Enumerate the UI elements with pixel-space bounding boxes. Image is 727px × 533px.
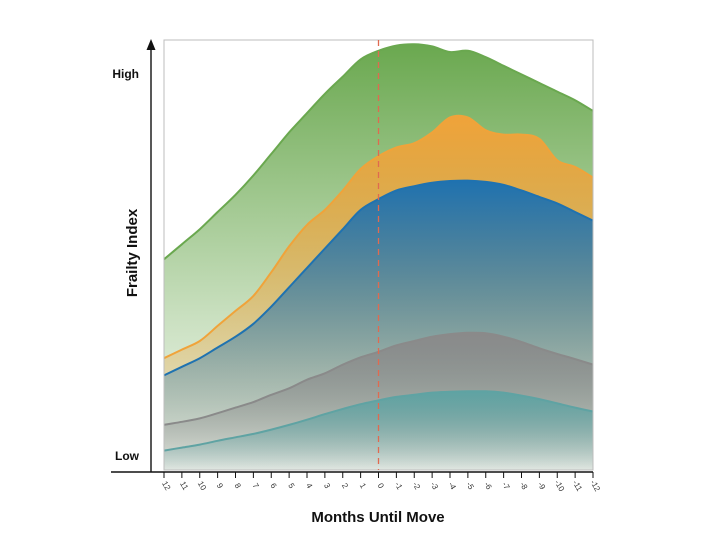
- x-axis-title: Months Until Move: [311, 509, 444, 526]
- x-tick-label: 3: [322, 482, 332, 491]
- series-line-5: [163, 390, 594, 452]
- x-tick-label: -4: [446, 480, 458, 491]
- x-tick-label: 0: [376, 482, 386, 491]
- y-axis-arrow-icon: [146, 39, 156, 50]
- x-tick-label: 4: [304, 482, 314, 491]
- y-level-high-label: High: [112, 67, 139, 81]
- plot-area: [163, 43, 594, 471]
- x-tick-label: 11: [178, 480, 190, 492]
- x-tick-label: -9: [536, 480, 548, 491]
- x-tick-label: -11: [571, 479, 585, 493]
- x-tick-label: 9: [215, 482, 225, 491]
- x-tick-label: -10: [553, 478, 567, 493]
- x-tick-label: -2: [411, 480, 423, 491]
- series-line-2: [163, 114, 594, 360]
- x-tick-label: 7: [251, 482, 261, 491]
- x-tick-label: 12: [160, 480, 173, 493]
- x-tick-label: -6: [482, 480, 494, 491]
- x-tick-label: -12: [588, 478, 602, 493]
- x-tick-label: -5: [464, 480, 476, 491]
- y-level-low-label: Low: [115, 449, 140, 463]
- x-tick-label: -8: [518, 480, 530, 491]
- x-tick-label: 5: [286, 482, 296, 491]
- y-axis-title: Frailty Index: [124, 208, 141, 297]
- x-tick-label: 10: [196, 480, 209, 493]
- x-tick-label: -7: [500, 480, 512, 491]
- x-tick-label: 1: [358, 482, 368, 491]
- x-tick-label: -1: [393, 480, 405, 491]
- x-tick-label: 6: [268, 482, 278, 491]
- x-tick-label: -3: [429, 480, 441, 491]
- series-line-1: [163, 43, 594, 261]
- x-tick-label: 8: [233, 482, 243, 491]
- x-axis-ticks: 12 11 10 9 8 7 6 5 4 3 2 1 0 -1 -2 -3 -4 -5 -6 -7 -8 -9 -10 -11…: [160, 472, 602, 493]
- x-tick-label: 2: [340, 482, 350, 491]
